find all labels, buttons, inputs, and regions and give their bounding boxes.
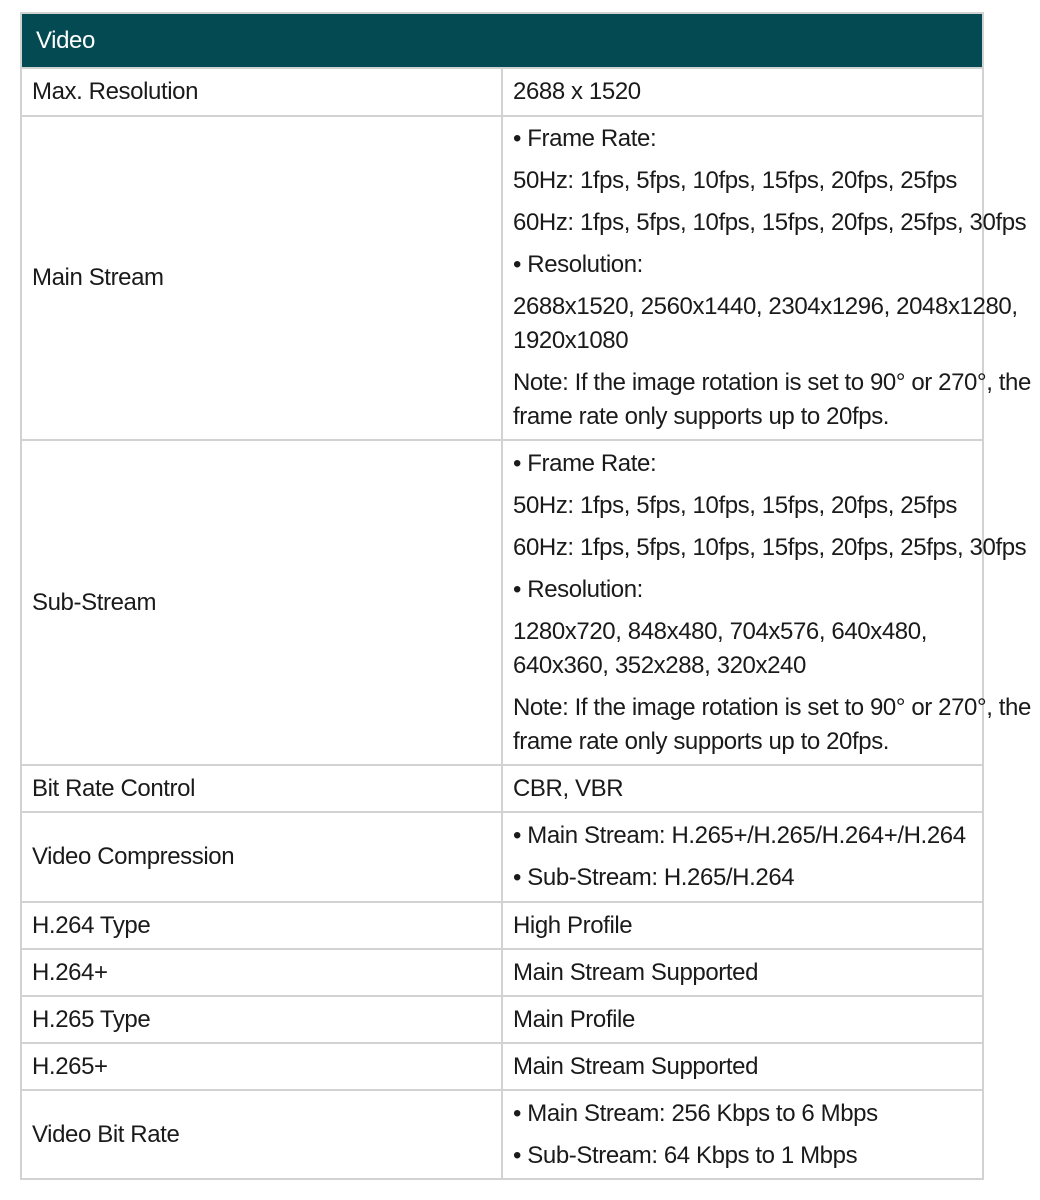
spec-label: Max. Resolution — [20, 67, 503, 117]
table-row: Bit Rate Control CBR, VBR — [20, 764, 984, 813]
spec-line: Main Stream Supported — [513, 1052, 759, 1080]
spec-paragraph: • Resolution: — [513, 573, 972, 607]
table-row: Video Compression • Main Stream: H.265+/H… — [20, 811, 984, 903]
spec-line: 60Hz: 1fps, 5fps, 10fps, 15fps, 20fps, 2… — [513, 209, 1027, 236]
spec-label: H.265 Type — [20, 995, 503, 1044]
spec-label: Video Bit Rate — [20, 1089, 503, 1180]
spec-line: High Profile — [513, 911, 633, 939]
spec-line: • Sub-Stream: 64 Kbps to 1 Mbps — [513, 1141, 858, 1169]
spec-line: 50Hz: 1fps, 5fps, 10fps, 15fps, 20fps, 2… — [513, 491, 958, 519]
spec-paragraph: 2688 x 1520 — [513, 75, 972, 109]
spec-paragraph: Note: If the image rotation is set to 90… — [513, 366, 1031, 434]
spec-line: • Main Stream: H.265+/H.265/H.264+/H.264 — [513, 822, 966, 849]
spec-line: CBR, VBR — [513, 774, 624, 802]
spec-line: 50Hz: 1fps, 5fps, 10fps, 15fps, 20fps, 2… — [513, 167, 958, 194]
spec-paragraph: Main Stream Supported — [513, 956, 972, 990]
table-row: H.264+ Main Stream Supported — [20, 948, 984, 997]
spec-paragraph: • Main Stream: H.265+/H.265/H.264+/H.264 — [513, 819, 972, 853]
spec-paragraph: • Main Stream: 256 Kbps to 6 Mbps — [513, 1097, 972, 1131]
spec-line: 640x360, 352x288, 320x240 — [513, 651, 806, 679]
spec-value: Main Profile — [501, 995, 984, 1044]
spec-label: H.265+ — [20, 1042, 503, 1091]
spec-paragraph: Main Stream Supported — [513, 1050, 972, 1084]
spec-line: 2688x1520, 2560x1440, 2304x1296, 2048x12… — [513, 293, 1018, 320]
spec-line: 1920x1080 — [513, 327, 629, 354]
spec-value: High Profile — [501, 901, 984, 950]
spec-paragraph: 60Hz: 1fps, 5fps, 10fps, 15fps, 20fps, 2… — [513, 531, 1027, 565]
spec-line: Main Stream Supported — [513, 958, 759, 986]
spec-line: • Main Stream: 256 Kbps to 6 Mbps — [513, 1099, 878, 1127]
spec-paragraph: 50Hz: 1fps, 5fps, 10fps, 15fps, 20fps, 2… — [513, 489, 972, 523]
spec-paragraph: High Profile — [513, 909, 972, 943]
spec-label: Bit Rate Control — [20, 764, 503, 813]
section-title: Video — [20, 12, 984, 69]
spec-value: Main Stream Supported — [501, 948, 984, 997]
spec-value: • Frame Rate: 50Hz: 1fps, 5fps, 10fps, 15… — [501, 439, 1031, 766]
video-spec-table: Video Max. Resolution 2688 x 1520 Main Str… — [20, 12, 1031, 1180]
spec-line: • Resolution: — [513, 575, 643, 603]
spec-paragraph: 50Hz: 1fps, 5fps, 10fps, 15fps, 20fps, 2… — [513, 164, 972, 198]
table-header-row: Video — [20, 12, 984, 69]
spec-paragraph: Note: If the image rotation is set to 90… — [513, 691, 1031, 759]
table-row: Max. Resolution 2688 x 1520 — [20, 67, 984, 117]
table-row: H.265+ Main Stream Supported — [20, 1042, 984, 1091]
spec-value: Main Stream Supported — [501, 1042, 984, 1091]
table-row: H.265 Type Main Profile — [20, 995, 984, 1044]
spec-label: H.264+ — [20, 948, 503, 997]
table-row: Sub-Stream • Frame Rate: 50Hz: 1fps, 5fps,… — [20, 439, 1031, 766]
spec-paragraph: • Frame Rate: — [513, 122, 972, 156]
spec-paragraph: • Resolution: — [513, 248, 972, 282]
spec-line: • Resolution: — [513, 251, 643, 278]
spec-paragraph: • Frame Rate: — [513, 447, 972, 481]
spec-value: CBR, VBR — [501, 764, 984, 813]
spec-value: • Frame Rate: 50Hz: 1fps, 5fps, 10fps, 15… — [501, 115, 1031, 441]
table-row: H.264 Type High Profile — [20, 901, 984, 950]
spec-line: • Frame Rate: — [513, 125, 657, 152]
spec-label: H.264 Type — [20, 901, 503, 950]
table-row: Video Bit Rate • Main Stream: 256 Kbps to… — [20, 1089, 984, 1180]
spec-paragraph: • Sub-Stream: 64 Kbps to 1 Mbps — [513, 1139, 972, 1173]
table-row: Main Stream • Frame Rate: 50Hz: 1fps, 5fps… — [20, 115, 1031, 441]
spec-line: Note: If the image rotation is set to 90… — [513, 369, 1031, 396]
spec-label: Sub-Stream — [20, 439, 503, 766]
spec-value: • Main Stream: 256 Kbps to 6 Mbps • Sub-S… — [501, 1089, 984, 1180]
spec-value: • Main Stream: H.265+/H.265/H.264+/H.264… — [501, 811, 984, 903]
spec-paragraph: 60Hz: 1fps, 5fps, 10fps, 15fps, 20fps, 2… — [513, 206, 1027, 240]
spec-label: Video Compression — [20, 811, 503, 903]
spec-paragraph: • Sub-Stream: H.265/H.264 — [513, 861, 972, 895]
spec-label: Main Stream — [20, 115, 503, 441]
spec-line: Note: If the image rotation is set to 90… — [513, 693, 1031, 721]
spec-paragraph: CBR, VBR — [513, 772, 972, 806]
spec-value: 2688 x 1520 — [501, 67, 984, 117]
spec-paragraph: 1280x720, 848x480, 704x576, 640x480, 640x… — [513, 615, 972, 683]
spec-line: 1280x720, 848x480, 704x576, 640x480, — [513, 617, 927, 645]
spec-line: • Sub-Stream: H.265/H.264 — [513, 864, 795, 891]
spec-paragraph: 2688x1520, 2560x1440, 2304x1296, 2048x12… — [513, 290, 1018, 358]
spec-line: 2688 x 1520 — [513, 78, 641, 105]
spec-line: frame rate only supports up to 20fps. — [513, 727, 890, 755]
spec-line: 60Hz: 1fps, 5fps, 10fps, 15fps, 20fps, 2… — [513, 533, 1027, 561]
spec-line: Main Profile — [513, 1005, 635, 1033]
spec-line: • Frame Rate: — [513, 449, 657, 477]
spec-paragraph: Main Profile — [513, 1003, 972, 1037]
spec-line: frame rate only supports up to 20fps. — [513, 403, 890, 430]
